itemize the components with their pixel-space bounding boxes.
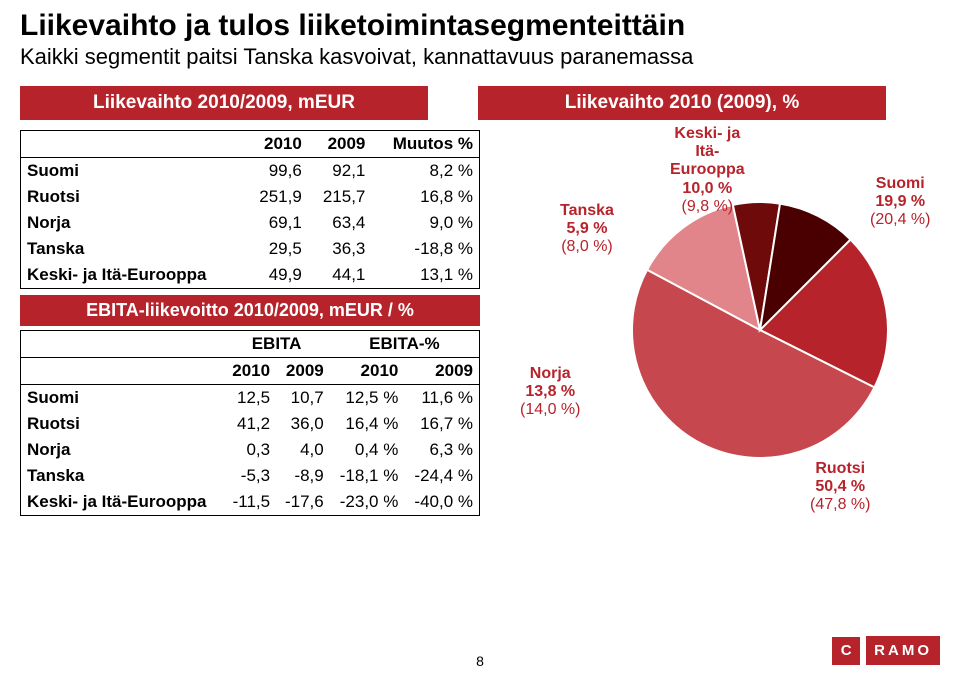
cell: 92,1 xyxy=(308,157,372,184)
t2-h1: 2010 xyxy=(223,357,276,384)
t2-h4: 2009 xyxy=(404,357,479,384)
table-row: Tanska-5,3-8,9-18,1 %-24,4 % xyxy=(21,463,479,489)
cell: -18,1 % xyxy=(330,463,405,489)
cell: -24,4 % xyxy=(404,463,479,489)
cell: 13,1 % xyxy=(371,262,479,289)
band-left: Liikevaihto 2010/2009, mEUR xyxy=(20,86,428,120)
cell: 44,1 xyxy=(308,262,372,289)
table-row: Ruotsi41,236,016,4 %16,7 % xyxy=(21,411,479,437)
cell: 36,3 xyxy=(308,236,372,262)
logo-text: RAMO xyxy=(866,636,940,665)
table-row: Keski- ja Itä-Eurooppa-11,5-17,6-23,0 %-… xyxy=(21,489,479,516)
row-label: Suomi xyxy=(21,157,244,184)
table-row: Keski- ja Itä-Eurooppa49,944,113,1 % xyxy=(21,262,479,289)
cell: 251,9 xyxy=(244,184,308,210)
cell: 10,7 xyxy=(276,384,330,411)
row-label: Suomi xyxy=(21,384,223,411)
t1-h1: 2010 xyxy=(244,130,308,157)
row-label: Keski- ja Itä-Eurooppa xyxy=(21,489,223,516)
pie-label: Ruotsi50,4 %(47,8 %) xyxy=(810,460,870,515)
pie-label: Suomi19,9 %(20,4 %) xyxy=(870,175,930,230)
cell: 8,2 % xyxy=(371,157,479,184)
cell: 12,5 xyxy=(223,384,276,411)
cell: 16,7 % xyxy=(404,411,479,437)
t1-h3: Muutos % xyxy=(371,130,479,157)
band-right: Liikevaihto 2010 (2009), % xyxy=(478,86,886,120)
t2-h3: 2010 xyxy=(330,357,405,384)
row-label: Keski- ja Itä-Eurooppa xyxy=(21,262,244,289)
row-label: Ruotsi xyxy=(21,184,244,210)
cell: -5,3 xyxy=(223,463,276,489)
row-label: Norja xyxy=(21,437,223,463)
revenue-table: 2010 2009 Muutos % Suomi99,692,18,2 %Ruo… xyxy=(21,130,479,289)
cell: 11,6 % xyxy=(404,384,479,411)
t2-g1: EBITA xyxy=(223,330,329,357)
row-label: Tanska xyxy=(21,236,244,262)
cell: 41,2 xyxy=(223,411,276,437)
cell: 4,0 xyxy=(276,437,330,463)
pie-label: Tanska5,9 %(8,0 %) xyxy=(560,202,614,257)
cell: 16,8 % xyxy=(371,184,479,210)
cell: 63,4 xyxy=(308,210,372,236)
cramo-logo: C RAMO xyxy=(832,636,940,665)
cell: -11,5 xyxy=(223,489,276,516)
cell: 0,3 xyxy=(223,437,276,463)
cell: 29,5 xyxy=(244,236,308,262)
cell: -40,0 % xyxy=(404,489,479,516)
ebita-table: EBITA EBITA-% 2010 2009 2010 2009 Suomi1… xyxy=(21,330,479,516)
table-row: Ruotsi251,9215,716,8 % xyxy=(21,184,479,210)
cell: 0,4 % xyxy=(330,437,405,463)
table-row: Norja69,163,49,0 % xyxy=(21,210,479,236)
page-subtitle: Kaikki segmentit paitsi Tanska kasvoivat… xyxy=(20,44,940,70)
page-title: Liikevaihto ja tulos liiketoimintasegmen… xyxy=(20,10,940,42)
t1-h2: 2009 xyxy=(308,130,372,157)
cell: 9,0 % xyxy=(371,210,479,236)
cell: 12,5 % xyxy=(330,384,405,411)
row-label: Tanska xyxy=(21,463,223,489)
cell: 215,7 xyxy=(308,184,372,210)
row-label: Norja xyxy=(21,210,244,236)
table-row: Suomi12,510,712,5 %11,6 % xyxy=(21,384,479,411)
ebita-band: EBITA-liikevoitto 2010/2009, mEUR / % xyxy=(20,295,480,326)
pie-label: Keski- jaItä-Eurooppa10,0 %(9,8 %) xyxy=(670,125,745,217)
row-label: Ruotsi xyxy=(21,411,223,437)
table-row: Tanska29,536,3-18,8 % xyxy=(21,236,479,262)
page-number: 8 xyxy=(0,653,960,669)
cell: -8,9 xyxy=(276,463,330,489)
cell: 16,4 % xyxy=(330,411,405,437)
cell: -23,0 % xyxy=(330,489,405,516)
pie-chart: Suomi19,9 %(20,4 %)Ruotsi50,4 %(47,8 %)N… xyxy=(510,130,940,500)
cell: 6,3 % xyxy=(404,437,479,463)
table-row: Suomi99,692,18,2 % xyxy=(21,157,479,184)
pie-label: Norja13,8 %(14,0 %) xyxy=(520,365,580,420)
t2-h2: 2009 xyxy=(276,357,330,384)
cell: -18,8 % xyxy=(371,236,479,262)
cell: 69,1 xyxy=(244,210,308,236)
t2-g2: EBITA-% xyxy=(330,330,479,357)
logo-c-icon: C xyxy=(832,637,860,665)
table-row: Norja0,34,00,4 %6,3 % xyxy=(21,437,479,463)
cell: -17,6 xyxy=(276,489,330,516)
cell: 36,0 xyxy=(276,411,330,437)
cell: 49,9 xyxy=(244,262,308,289)
cell: 99,6 xyxy=(244,157,308,184)
